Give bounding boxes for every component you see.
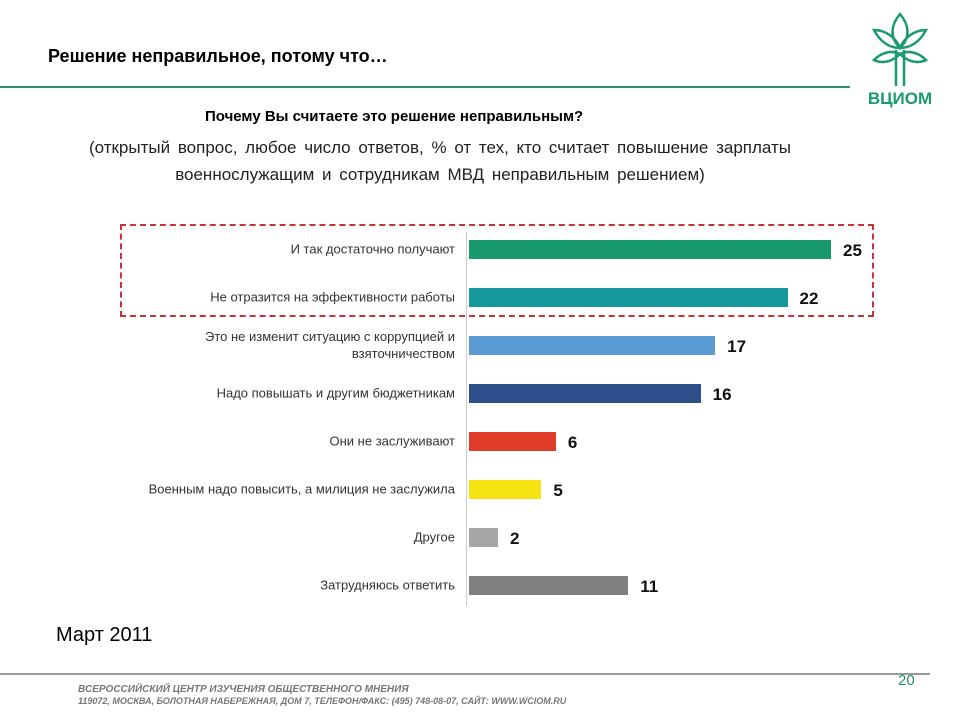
- value-label: 2: [509, 529, 520, 548]
- logo-text: ВЦИОМ: [868, 89, 932, 108]
- value-label: 11: [640, 577, 659, 596]
- axis-line: [466, 232, 467, 606]
- chart-title: Почему Вы считаете это решение неправиль…: [205, 108, 584, 125]
- value-label: 5: [553, 481, 563, 500]
- value-label: 22: [799, 289, 819, 308]
- date: Март 2011: [56, 624, 153, 646]
- value-label: 16: [712, 385, 732, 404]
- category-label: Затрудняюсь ответить: [320, 577, 455, 593]
- slide-title: Решение неправильное, потому что…: [48, 46, 388, 66]
- bar: [469, 575, 629, 595]
- category-label: Это не изменит ситуацию с коррупцией и в…: [204, 329, 455, 361]
- bar: [469, 287, 788, 307]
- title-rule: [0, 86, 850, 88]
- category-label: Военным надо повысить, а милиция не засл…: [148, 481, 455, 497]
- highlight-box: [120, 224, 874, 317]
- category-label: Надо повышать и другим бюджетникам: [216, 385, 455, 401]
- footer-line: ВСЕРОССИЙСКИЙ ЦЕНТР ИЗУЧЕНИЯ ОБЩЕСТВЕННО…: [78, 684, 409, 695]
- value-label: 17: [727, 337, 747, 356]
- bar: [469, 383, 701, 403]
- footer-line: 119072, МОСКВА, БОЛОТНАЯ НАБЕРЕЖНАЯ, ДОМ…: [78, 696, 567, 706]
- value-label: 6: [567, 433, 578, 452]
- bar: [469, 239, 831, 259]
- logo: ВЦИОМ: [868, 12, 932, 108]
- value-label: 25: [843, 241, 862, 260]
- bar: [469, 479, 542, 499]
- bar: [469, 431, 556, 451]
- footer-rule: [0, 673, 930, 675]
- page-number: 20: [898, 672, 915, 689]
- category-label: Другое: [413, 529, 455, 545]
- category-label: Не отразится на эффективности работы: [210, 289, 455, 305]
- category-label: Они не заслуживают: [329, 433, 455, 449]
- category-label: И так достаточно получают: [290, 241, 455, 257]
- chart-subtitle: (открытый вопрос, любое число ответов, %…: [88, 138, 792, 184]
- bar: [469, 335, 716, 355]
- bar: [469, 527, 498, 547]
